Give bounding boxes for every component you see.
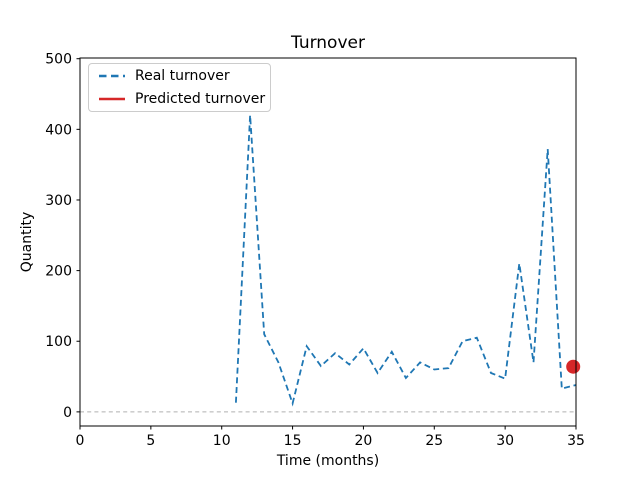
solid-line-swatch-icon xyxy=(99,97,125,101)
x-tick-label: 5 xyxy=(146,433,155,449)
predicted-turnover-point xyxy=(566,359,581,374)
y-axis-label: Quantity xyxy=(19,212,35,273)
x-axis-ticks: 0 5 10 15 20 25 30 35 xyxy=(76,426,585,449)
x-tick-label: 25 xyxy=(425,433,443,449)
chart-title: Turnover xyxy=(290,33,365,53)
legend-item-predicted-turnover: Predicted turnover xyxy=(98,90,265,109)
y-tick-label: 300 xyxy=(45,193,72,209)
x-tick-label: 15 xyxy=(284,433,302,449)
legend-item-real-turnover: Real turnover xyxy=(98,67,261,86)
legend: Real turnover Predicted turnover xyxy=(88,63,271,112)
legend-label-predicted-turnover: Predicted turnover xyxy=(135,91,266,107)
y-tick-label: 200 xyxy=(45,264,72,280)
real-turnover-line xyxy=(235,115,577,407)
y-tick-label: 100 xyxy=(45,334,72,350)
x-tick-label: 35 xyxy=(567,433,585,449)
x-axis-label: Time (months) xyxy=(276,453,379,469)
y-axis-ticks: 0 100 200 300 400 500 xyxy=(45,52,80,421)
dashed-line-swatch-icon xyxy=(99,74,125,78)
legend-label-real-turnover: Real turnover xyxy=(135,68,230,84)
axes-spines xyxy=(79,57,577,427)
x-tick-label: 10 xyxy=(213,433,231,449)
y-tick-label: 0 xyxy=(63,405,72,421)
x-tick-label: 20 xyxy=(355,433,373,449)
y-tick-label: 400 xyxy=(45,122,72,138)
x-tick-label: 30 xyxy=(496,433,514,449)
x-tick-label: 0 xyxy=(76,433,85,449)
y-tick-label: 500 xyxy=(45,52,72,68)
